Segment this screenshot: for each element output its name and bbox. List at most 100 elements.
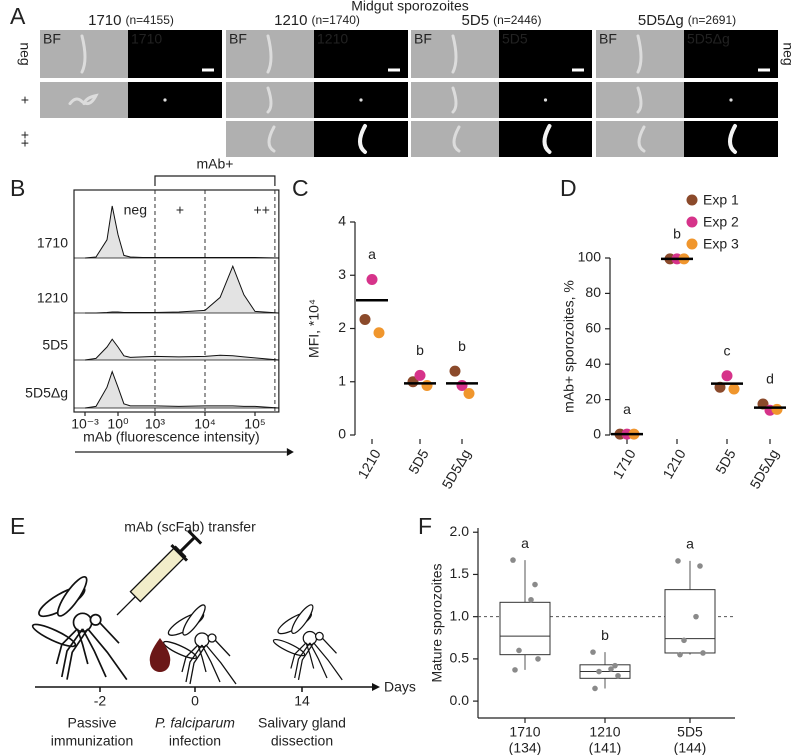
timeline-tick-label: 0 <box>191 693 199 709</box>
y-tick-label: 2 <box>338 319 346 335</box>
x-tick-label: 1210 <box>354 446 384 481</box>
y-tick-label: 100 <box>578 249 602 265</box>
significance-letter: b <box>673 226 681 242</box>
count-label: (134) <box>509 740 542 755</box>
data-point <box>528 596 534 603</box>
legend-label: Exp 3 <box>703 236 739 252</box>
gate-bracket <box>154 175 276 186</box>
density-curve <box>84 338 279 361</box>
y-axis-label: MFI, *10⁴ <box>306 299 322 358</box>
sample-size: (n=1740) <box>312 13 360 27</box>
mosquito-leg <box>55 628 78 665</box>
data-point <box>421 379 433 391</box>
syringe-plunger <box>179 536 196 553</box>
significance-letter: a <box>521 535 529 551</box>
region-label: neg <box>124 202 147 218</box>
x-tick-label: 1210 <box>659 446 689 481</box>
sporozoite <box>451 34 458 74</box>
timeline-tick-label: 14 <box>294 693 310 709</box>
row-label: + <box>17 96 33 104</box>
data-point <box>449 365 461 377</box>
box <box>499 601 551 656</box>
fluorescence-spot <box>359 98 363 102</box>
panel-label: B <box>10 175 25 201</box>
data-point <box>771 403 783 415</box>
fluorescent-sporozoite <box>358 124 367 154</box>
y-tick-label: 0.5 <box>450 650 470 666</box>
data-point <box>700 650 706 656</box>
mosquito-leg <box>205 644 237 685</box>
data-point <box>681 637 687 644</box>
y-tick-label: 80 <box>585 284 601 300</box>
sporozoite <box>68 93 99 106</box>
mosquito-leg <box>81 628 107 678</box>
plot-frame <box>73 189 280 413</box>
data-point <box>510 557 516 563</box>
significance-letter: d <box>766 371 774 387</box>
row-label: 1210 <box>37 290 68 306</box>
data-point <box>359 313 371 325</box>
sporozoite <box>637 125 646 153</box>
syringe-needle <box>116 596 136 616</box>
mosquito-head <box>314 631 324 641</box>
diagram-title: mAb (scFab) transfer <box>124 519 256 535</box>
panel-label: A <box>10 3 26 29</box>
strain-name: 1710 <box>88 12 121 29</box>
data-point <box>463 387 475 399</box>
count-label: (141) <box>589 740 622 755</box>
data-point <box>608 666 614 672</box>
sporozoite <box>80 34 87 74</box>
y-tick-label: 1.5 <box>450 565 470 581</box>
x-tick-label: 5D5Δg <box>439 446 474 491</box>
y-tick-label: 20 <box>585 390 601 406</box>
mosquito-leg <box>313 642 343 681</box>
sporozoite <box>451 86 458 114</box>
data-point <box>697 563 703 569</box>
data-point <box>535 656 541 662</box>
box <box>664 589 716 654</box>
panel-label: E <box>10 513 25 539</box>
data-point <box>592 685 598 692</box>
blood-drop <box>149 638 171 672</box>
channel-label: 1210 <box>317 31 348 47</box>
sporozoite <box>266 34 273 74</box>
strain-name: 5D5Δg <box>638 12 684 29</box>
mosquito-head <box>89 613 102 626</box>
fluorescence-image <box>128 82 222 118</box>
y-tick-label: 0 <box>338 426 346 442</box>
timeline-arrow <box>372 683 380 691</box>
sample-size: (n=2446) <box>493 13 541 27</box>
mosquito-thorax <box>302 630 318 646</box>
data-point <box>721 370 733 382</box>
timeline-tick-label: -2 <box>94 693 107 709</box>
bf-label: BF <box>599 31 617 47</box>
x-tick-label: 10⁵ <box>244 416 265 432</box>
step-label: Salivary gland <box>258 715 346 731</box>
timeline-unit: Days <box>384 679 416 695</box>
column-header: 5D5Δg (n=2691) <box>638 12 736 29</box>
y-tick-label: 0.0 <box>450 692 470 708</box>
fluorescence-spot <box>543 98 548 102</box>
row-label: neg <box>780 42 796 65</box>
mosquito-icon <box>272 604 343 681</box>
significance-letter: c <box>724 342 731 358</box>
bf-label: BF <box>414 31 432 47</box>
significance-letter: a <box>623 401 631 417</box>
x-arrowhead <box>286 448 294 456</box>
data-point <box>677 651 683 658</box>
sample-size: (n=2691) <box>688 13 736 27</box>
legend-label: Exp 1 <box>703 192 739 208</box>
syringe-icon <box>116 529 203 616</box>
significance-letter: a <box>368 246 376 262</box>
significance-letter: a <box>686 536 694 552</box>
channel-label: 5D5Δg <box>687 31 730 47</box>
x-tick-label: 10⁴ <box>194 416 216 432</box>
mosquito-head <box>207 633 217 643</box>
fluorescent-sporozoite <box>542 124 552 154</box>
mosquito-wing <box>182 604 206 636</box>
sporozoite <box>267 125 276 153</box>
x-tick-label: 10³ <box>145 416 166 432</box>
figure-title: Midgut sporozoites <box>351 0 469 14</box>
x-tick-label: 5D5 <box>712 446 739 476</box>
